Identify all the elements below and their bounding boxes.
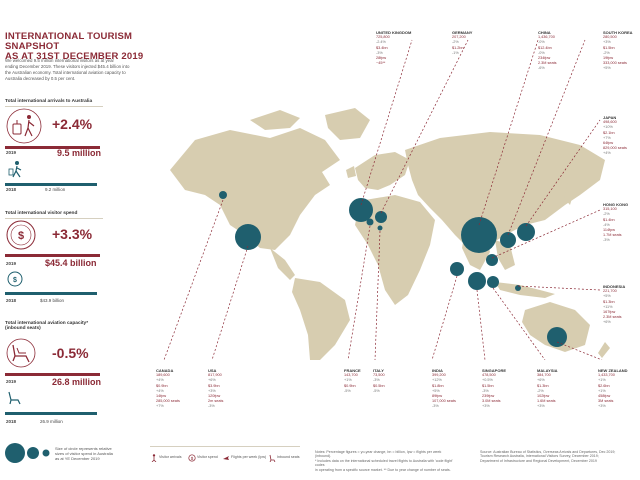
circle-germany xyxy=(375,211,387,223)
arrivals-title: Total international arrivals to Australi… xyxy=(5,99,93,104)
circle-italy xyxy=(377,225,383,231)
spend-bar-2018 xyxy=(5,292,97,295)
circle-singapore xyxy=(468,272,486,290)
spend-year-2018: 2018 xyxy=(6,298,17,303)
leader-lines xyxy=(163,39,603,360)
page-title: INTERNATIONAL TOURISM SNAPSHOT AS AT 31S… xyxy=(5,31,144,62)
aviation-pct: -0.5% xyxy=(52,345,89,361)
callout-italy: ITALY 73,500 -3% $0.5bn -5% xyxy=(373,368,385,393)
arrivals-bar-2019 xyxy=(5,146,100,149)
circle-legend-text: Size of circle represents relative sizes… xyxy=(55,446,113,461)
airplane-icon xyxy=(223,456,229,460)
visitor-arrivals-icon xyxy=(151,454,157,462)
spend-value-2018: $43.9 billion xyxy=(40,298,65,303)
callout-singapore: SINGAPORE 478,500 +0.5% $1.5bn -3% 239fp… xyxy=(482,368,507,409)
dollar-coin-icon: $ xyxy=(6,220,36,250)
walking-person-icon xyxy=(8,161,22,178)
legend-visitor-arrivals: Visitor arrivals xyxy=(159,455,182,459)
circle-india xyxy=(450,262,464,276)
callout-france: FRANCE 143,700 +1% $0.9bn -5% xyxy=(344,368,361,393)
circle-new-zealand xyxy=(547,327,567,347)
seat-icon xyxy=(269,454,276,462)
callout-indonesia: INDONESIA 221,700 +5% $1.3bn +11% 167fpw… xyxy=(603,284,626,325)
circle-hong-kong xyxy=(486,254,498,266)
spend-year-2019: 2019 xyxy=(6,261,17,266)
bottom-legend-divider xyxy=(150,446,300,447)
arrivals-value-2019: 9.5 million xyxy=(57,148,102,158)
airline-seat-icon xyxy=(6,338,36,368)
spend-pct: +3.3% xyxy=(52,226,93,242)
spend-title: Total international visitor spend xyxy=(5,211,78,216)
circle-south-korea xyxy=(500,232,516,248)
small-seat-icon xyxy=(8,391,21,405)
svg-text:$: $ xyxy=(191,456,194,461)
arrivals-value-2018: 9.2 million xyxy=(45,187,66,192)
legend-visitor-spend: Visitor spend xyxy=(197,455,218,459)
spend-divider xyxy=(5,218,103,219)
callout-south-korea: SOUTH KOREA 280,500 +3% $1.5bn -2% 19fpw… xyxy=(603,30,633,71)
source-text: Source: Australian Bureau of Statistics,… xyxy=(480,450,616,463)
spend-value-2019: $45.4 billion xyxy=(45,258,97,268)
callout-canada: CANADA 189,600 +4% $0.9bn +4% 14fpw 285,… xyxy=(156,368,180,409)
circle-uk xyxy=(349,198,373,222)
aviation-title: Total international aviation capacity* (… xyxy=(5,321,89,331)
callout-india: INDIA 399,200 +12% $1.8bn +5% 89fpw 107,… xyxy=(432,368,456,409)
aviation-year-2018: 2018 xyxy=(6,419,17,424)
svg-text:$: $ xyxy=(18,230,24,242)
callout-uk: UNITED KINGDOM 725,800 -2.4% $3.4bn -3% … xyxy=(376,30,412,66)
aviation-bar-2018 xyxy=(5,412,97,415)
callout-usa: USA 817,900 +6% $3.9bn +3% 120fpw 2m sea… xyxy=(208,368,224,409)
land-masses xyxy=(170,108,610,360)
circle-france xyxy=(366,218,374,226)
small-coin-icon: $ xyxy=(7,271,23,287)
circle-size-legend xyxy=(5,443,50,463)
legend-inbound-seats: Inbound seats xyxy=(277,455,300,459)
arrivals-year-2018: 2018 xyxy=(6,187,17,192)
circle-japan xyxy=(517,223,535,241)
svg-text:$: $ xyxy=(13,277,17,284)
spend-circles xyxy=(219,191,567,347)
callout-hong-kong: HONG KONG 315,100 -2% $1.4bn -4% 114fpw … xyxy=(603,202,629,243)
aviation-value-2018: 26.9 million xyxy=(40,419,63,424)
circle-indonesia xyxy=(515,285,521,291)
aviation-bar-2019 xyxy=(5,373,100,376)
luggage-traveler-icon xyxy=(6,108,42,144)
world-map xyxy=(163,39,610,360)
arrivals-divider xyxy=(5,106,103,107)
legend-flights: Flights per week (Ipw) xyxy=(231,455,267,459)
circle-malaysia xyxy=(487,276,499,288)
arrivals-bar-2018 xyxy=(5,183,97,186)
arrivals-year-2019: 2019 xyxy=(6,150,17,155)
callout-malaysia: MALAYSIA 384,700 +6% $1.3bn -2% 102fpw 1… xyxy=(537,368,558,409)
intro-paragraph: We welcomed 9.5 million international vi… xyxy=(5,58,130,81)
aviation-value-2019: 26.8 million xyxy=(52,377,102,387)
callout-japan: JAPAN 498,600 +10% $2.1bn +7% 64fpw 829,… xyxy=(603,115,627,156)
arrivals-pct: +2.4% xyxy=(52,116,93,132)
circle-usa xyxy=(235,224,261,250)
callout-germany: GERMANY 207,200 -2% $1.2bn -1% xyxy=(452,30,473,55)
visitor-spend-icon: $ xyxy=(188,454,196,462)
aviation-year-2019: 2019 xyxy=(6,379,17,384)
notes-text: Notes: Percentage figures = yo-year chan… xyxy=(315,450,453,472)
circle-china xyxy=(461,217,497,253)
spend-bar-2019 xyxy=(5,254,100,257)
callout-china: CHINA 1,436,700 -0% $12.4bn -0% 234fpw 2… xyxy=(538,30,557,71)
callout-new-zealand: NEW ZEALAND 1,433,700 +1% $2.6bn +1% 458… xyxy=(598,368,628,409)
circle-canada xyxy=(219,191,227,199)
